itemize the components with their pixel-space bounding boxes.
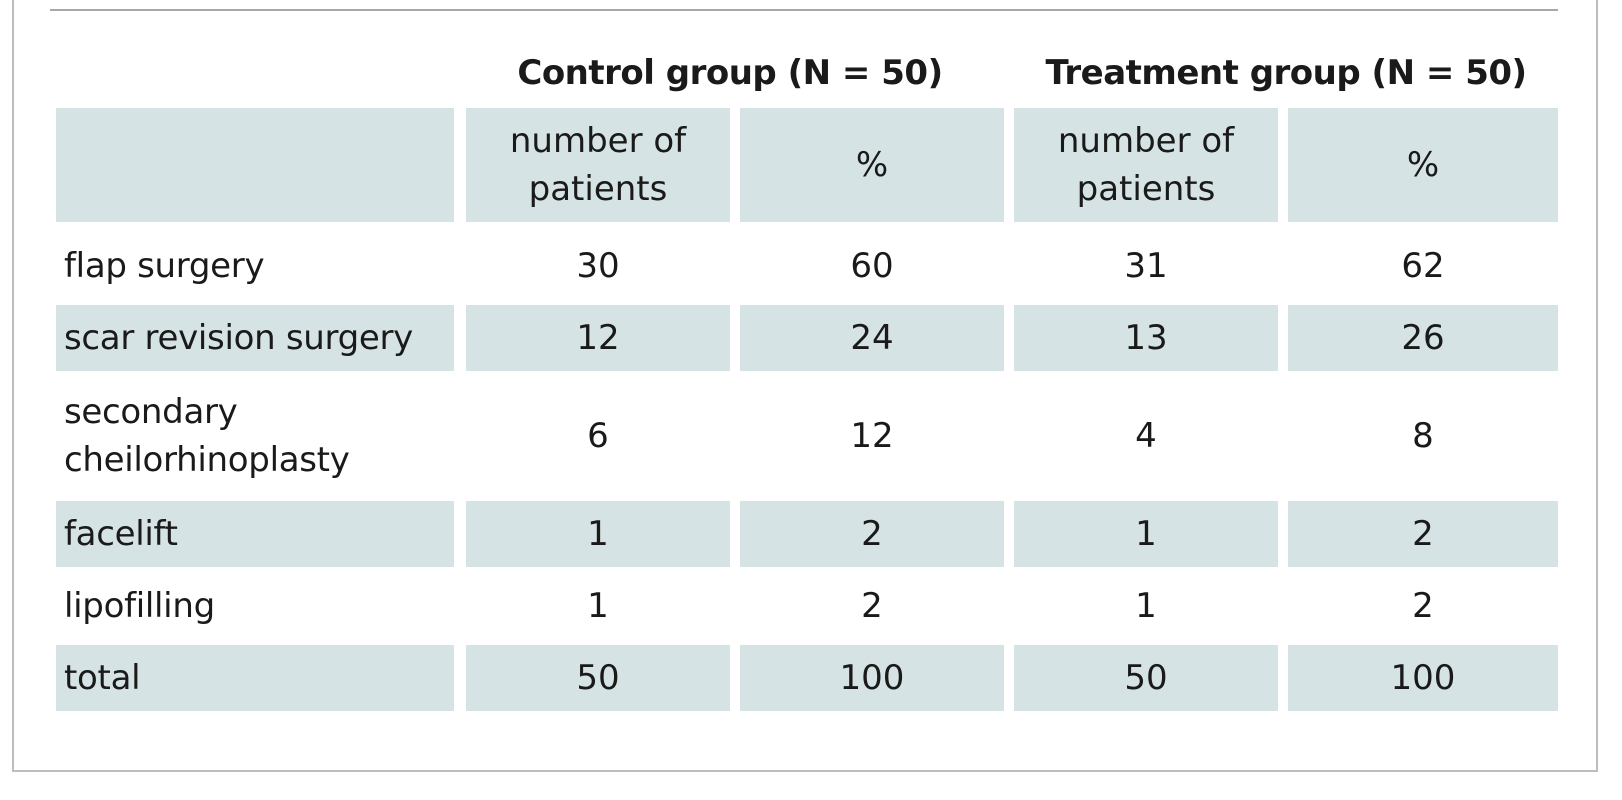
row-label: lipofilling (64, 586, 215, 626)
group-header: Treatment group (N = 50) (1045, 53, 1527, 93)
table-cell: 50 (466, 645, 730, 711)
column-header: number of patients (466, 108, 730, 222)
row-label: secondary cheilorhinoplasty (64, 392, 350, 480)
row-label: flap surgery (64, 246, 265, 286)
table-cell: 2 (740, 501, 1004, 567)
top-rule (50, 9, 1558, 11)
table-cell: 2 (1412, 586, 1434, 626)
table-cell: 30 (576, 246, 620, 286)
table-cell: 62 (1401, 246, 1445, 286)
table-cell: 26 (1288, 305, 1558, 371)
table-cell: 12 (850, 416, 894, 456)
table-cell: 1 (1135, 586, 1157, 626)
row-label: facelift (56, 501, 454, 567)
row-label: scar revision surgery (56, 305, 454, 371)
table-cell: 24 (740, 305, 1004, 371)
table-cell: 60 (850, 246, 894, 286)
table-cell: 1 (587, 586, 609, 626)
table-cell: 8 (1412, 416, 1434, 456)
table-cell: 12 (466, 305, 730, 371)
table-cell: 100 (1288, 645, 1558, 711)
column-header: % (1288, 108, 1558, 222)
table-cell: 1 (1014, 501, 1278, 567)
header-empty-cell (56, 108, 454, 222)
table-cell: 1 (466, 501, 730, 567)
table-cell: 2 (861, 586, 883, 626)
column-header: number of patients (1014, 108, 1278, 222)
column-header: % (740, 108, 1004, 222)
table-cell: 50 (1014, 645, 1278, 711)
group-header: Control group (N = 50) (517, 53, 943, 93)
table-cell: 6 (587, 416, 609, 456)
row-label: total (56, 645, 454, 711)
table-cell: 13 (1014, 305, 1278, 371)
table-cell: 100 (740, 645, 1004, 711)
table-cell: 31 (1124, 246, 1168, 286)
table-cell: 2 (1288, 501, 1558, 567)
table-cell: 4 (1135, 416, 1157, 456)
